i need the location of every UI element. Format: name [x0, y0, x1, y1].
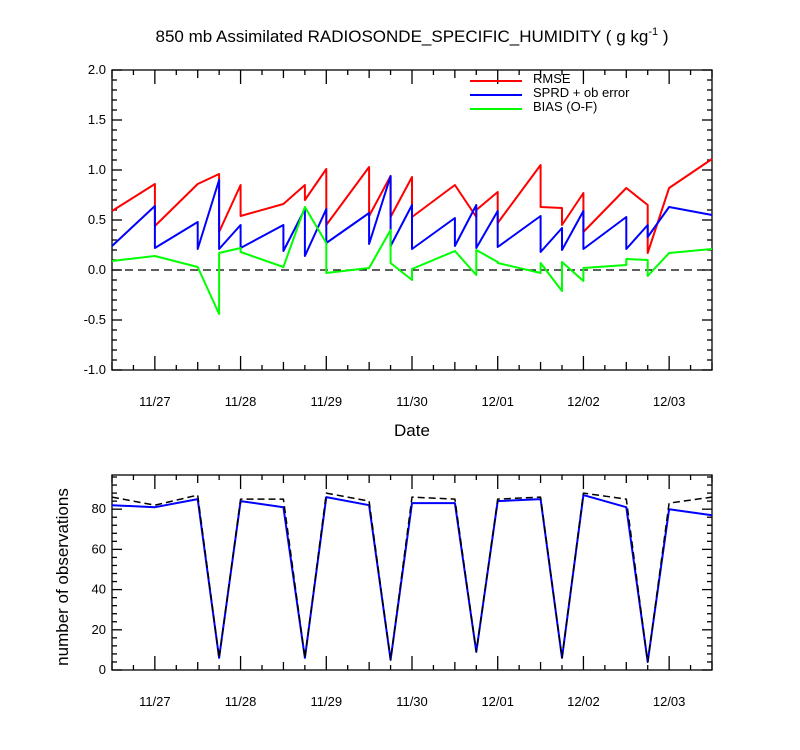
y-tick-label: 1.0: [88, 162, 106, 177]
bottom-x-tick-labels: 11/27 11/28 11/29 11/30 12/01 12/02 12/03: [139, 694, 685, 709]
x-tick-label: 12/03: [653, 694, 686, 709]
y-tick-label: 0.5: [88, 212, 106, 227]
x-tick-label: 12/02: [567, 394, 600, 409]
y-tick-label: 80: [92, 501, 106, 516]
y-tick-label: -1.0: [84, 362, 106, 377]
x-tick-label: 12/01: [481, 394, 514, 409]
y-tick-label: 1.5: [88, 112, 106, 127]
x-tick-label: 11/28: [225, 694, 257, 709]
bottom-panel: 80 60 40 20 0 11/27 11/28 11/29 11/30 12/01 12/02…: [53, 474, 713, 709]
y-tick-label: 60: [92, 541, 106, 556]
y-tick-label: 20: [92, 622, 106, 637]
x-tick-label: 11/29: [310, 694, 342, 709]
top-x-tick-labels: 11/27 11/28 11/29 11/30 12/01 12/02 12/03: [139, 394, 685, 409]
x-tick-label: 12/01: [481, 694, 514, 709]
legend-label: BIAS (O-F): [533, 99, 597, 114]
series-line-sprd-ob-error: [111, 175, 713, 257]
chart-title-end: ): [658, 27, 668, 46]
top-y-tick-labels: 2.0 1.5 1.0 0.5 0.0 -0.5 -1.0: [84, 62, 106, 377]
x-tick-label: 11/29: [310, 394, 342, 409]
y-tick-label: 0.0: [88, 262, 106, 277]
chart-title-main: 850 mb Assimilated RADIOSONDE_SPECIFIC_H…: [156, 27, 649, 46]
bottom-y-axis-label: number of observations: [53, 488, 72, 666]
y-tick-label: -0.5: [84, 312, 106, 327]
legend-label: RMSE: [533, 71, 571, 86]
legend-label: SPRD + ob error: [533, 85, 630, 100]
x-tick-label: 12/03: [653, 394, 686, 409]
bottom-tick-marks: [111, 475, 713, 671]
series-line-bias-o-f: [111, 206, 713, 315]
observation-count-line-solid: [111, 494, 713, 663]
y-tick-label: 2.0: [88, 62, 106, 77]
y-tick-label: 40: [92, 582, 106, 597]
observation-count-line-dashed: [111, 492, 713, 663]
top-series-lines: [111, 158, 713, 315]
chart-title: 850 mb Assimilated RADIOSONDE_SPECIFIC_H…: [156, 26, 669, 46]
top-panel: 2.01.51.00.50.0-0.5-1.0 11/27 11/28 11/29 1…: [84, 62, 713, 440]
top-x-axis-label: Date: [394, 421, 430, 440]
x-tick-label: 12/02: [567, 694, 600, 709]
x-tick-label: 11/27: [139, 694, 171, 709]
y-tick-label: 0: [99, 662, 106, 677]
chart-title-superscript: -1: [648, 26, 658, 38]
x-tick-label: 11/27: [139, 394, 171, 409]
x-tick-label: 11/30: [396, 694, 428, 709]
bottom-y-tick-labels: 80 60 40 20 0: [92, 501, 106, 677]
series-line-rmse: [111, 158, 713, 254]
top-tick-marks: [111, 69, 713, 371]
x-tick-label: 11/30: [396, 394, 428, 409]
bottom-series-lines: [111, 492, 713, 663]
x-tick-label: 11/28: [225, 394, 257, 409]
